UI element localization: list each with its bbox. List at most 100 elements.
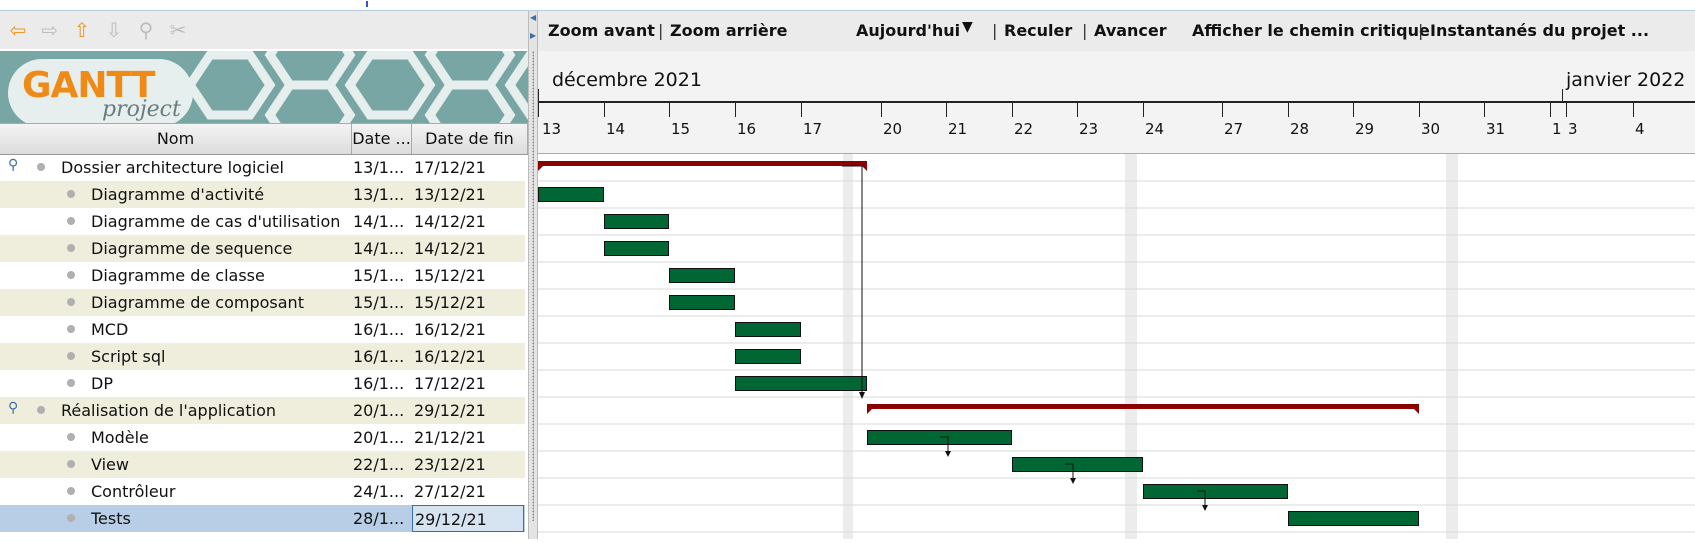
task-bar[interactable] bbox=[669, 268, 735, 283]
table-row[interactable]: Diagramme d'activité 13/1... 13/12/21 bbox=[0, 181, 525, 208]
column-header-start-date[interactable]: Date ... bbox=[352, 124, 412, 154]
table-row[interactable]: View 22/1... 23/12/21 bbox=[0, 451, 525, 478]
zoom-out-button[interactable]: Zoom arrière bbox=[670, 21, 788, 40]
day-label: 17 bbox=[803, 120, 823, 138]
table-row[interactable]: Contrôleur 24/1... 27/12/21 bbox=[0, 478, 525, 505]
task-start-date[interactable]: 16/1... bbox=[353, 347, 405, 366]
task-name[interactable]: View bbox=[91, 455, 129, 474]
table-row[interactable]: Tests 28/1... 29/12/21 bbox=[0, 505, 525, 532]
task-bar[interactable] bbox=[735, 322, 801, 337]
day-tick bbox=[1353, 103, 1354, 117]
link-icon[interactable]: ⚲ bbox=[138, 18, 154, 42]
task-end-date[interactable]: 21/12/21 bbox=[414, 428, 486, 447]
task-end-date[interactable]: 17/12/21 bbox=[414, 158, 486, 177]
expand-toggle-icon[interactable]: ⚲ bbox=[8, 157, 19, 173]
task-bar[interactable] bbox=[669, 295, 735, 310]
task-start-date[interactable]: 28/1... bbox=[353, 509, 405, 528]
table-row[interactable]: Diagramme de composant 15/1... 15/12/21 bbox=[0, 289, 525, 316]
task-start-date[interactable]: 16/1... bbox=[353, 374, 405, 393]
today-button[interactable]: Aujourd'hui bbox=[856, 21, 961, 40]
task-end-date[interactable]: 16/12/21 bbox=[414, 320, 486, 339]
table-row[interactable]: ⚲ Dossier architecture logiciel 13/1... 17/… bbox=[0, 154, 525, 181]
task-bar[interactable] bbox=[1012, 457, 1143, 472]
task-start-date[interactable]: 13/1... bbox=[353, 185, 405, 204]
task-name[interactable]: Diagramme de classe bbox=[91, 266, 265, 285]
timeline-months: décembre 2021 janvier 2022 bbox=[538, 51, 1695, 103]
task-end-date[interactable]: 15/12/21 bbox=[414, 293, 486, 312]
task-name[interactable]: Réalisation de l'application bbox=[61, 401, 276, 420]
task-end-date[interactable]: 23/12/21 bbox=[414, 455, 486, 474]
task-bar[interactable] bbox=[604, 241, 669, 256]
task-name[interactable]: Diagramme de composant bbox=[91, 293, 304, 312]
splitter-grip[interactable] bbox=[532, 51, 534, 521]
task-bar[interactable] bbox=[538, 187, 604, 202]
collapse-right-icon[interactable]: ▶ bbox=[530, 31, 537, 40]
column-header-end-date[interactable]: Date de fin bbox=[412, 124, 528, 154]
table-row[interactable]: Diagramme de sequence 14/1... 14/12/21 bbox=[0, 235, 525, 262]
table-row[interactable]: MCD 16/1... 16/12/21 bbox=[0, 316, 525, 343]
table-row[interactable]: Diagramme de cas d'utilisation 14/1... 14/… bbox=[0, 208, 525, 235]
dependency-arrowhead bbox=[945, 451, 951, 457]
table-row[interactable]: ⚲ Réalisation de l'application 20/1... 29/1… bbox=[0, 397, 525, 424]
summary-bar[interactable] bbox=[867, 404, 1419, 409]
task-end-date[interactable]: 13/12/21 bbox=[414, 185, 486, 204]
task-name[interactable]: Contrôleur bbox=[91, 482, 176, 501]
task-name[interactable]: DP bbox=[91, 374, 113, 393]
forward-arrow-icon[interactable]: ⇨ bbox=[41, 18, 59, 42]
task-end-date[interactable]: 17/12/21 bbox=[414, 374, 486, 393]
back-button[interactable]: Reculer bbox=[1004, 21, 1073, 40]
task-start-date[interactable]: 13/1... bbox=[353, 158, 405, 177]
task-end-date[interactable]: 14/12/21 bbox=[414, 212, 486, 231]
task-name[interactable]: Modèle bbox=[91, 428, 149, 447]
table-row[interactable]: Modèle 20/1... 21/12/21 bbox=[0, 424, 525, 451]
dependency-line bbox=[842, 165, 863, 398]
collapse-left-icon[interactable]: ◀ bbox=[530, 13, 537, 22]
task-start-date[interactable]: 14/1... bbox=[353, 212, 405, 231]
task-bar[interactable] bbox=[735, 376, 867, 391]
task-bar[interactable] bbox=[735, 349, 801, 364]
task-end-date[interactable]: 29/12/21 bbox=[414, 401, 486, 420]
expand-toggle-icon[interactable]: ⚲ bbox=[8, 400, 19, 416]
task-bar[interactable] bbox=[1288, 511, 1419, 526]
task-bar[interactable] bbox=[604, 214, 669, 229]
task-end-date[interactable]: 27/12/21 bbox=[414, 482, 486, 501]
chevron-down-icon[interactable]: ▼ bbox=[962, 19, 973, 35]
task-end-date[interactable]: 29/12/21 bbox=[412, 505, 524, 532]
project-snapshots-button[interactable]: Instantanés du projet ... bbox=[1430, 21, 1650, 40]
task-name[interactable]: Diagramme de cas d'utilisation bbox=[91, 212, 341, 231]
task-end-date[interactable]: 14/12/21 bbox=[414, 239, 486, 258]
down-arrow-icon[interactable]: ⇩ bbox=[105, 18, 123, 42]
task-bar[interactable] bbox=[1143, 484, 1288, 499]
task-name[interactable]: MCD bbox=[91, 320, 129, 339]
task-name[interactable]: Tests bbox=[91, 509, 131, 528]
task-start-date[interactable]: 15/1... bbox=[353, 293, 405, 312]
table-row[interactable]: DP 16/1... 17/12/21 bbox=[0, 370, 525, 397]
forward-button[interactable]: Avancer bbox=[1094, 21, 1167, 40]
pane-splitter[interactable]: ◀ ▶ bbox=[528, 11, 538, 539]
task-end-date[interactable]: 15/12/21 bbox=[414, 266, 486, 285]
zoom-in-button[interactable]: Zoom avant bbox=[548, 21, 655, 40]
back-arrow-icon[interactable]: ⇦ bbox=[9, 18, 27, 42]
table-row[interactable]: Diagramme de classe 15/1... 15/12/21 bbox=[0, 262, 525, 289]
table-row[interactable]: Script sql 16/1... 16/12/21 bbox=[0, 343, 525, 370]
task-start-date[interactable]: 24/1... bbox=[353, 482, 405, 501]
task-name[interactable]: Diagramme de sequence bbox=[91, 239, 293, 258]
up-arrow-icon[interactable]: ⇧ bbox=[73, 18, 91, 42]
summary-bar[interactable] bbox=[538, 161, 867, 166]
task-bar[interactable] bbox=[867, 430, 1012, 445]
unlink-icon[interactable]: ✂ bbox=[169, 18, 187, 42]
weekend-band bbox=[1446, 154, 1458, 539]
task-end-date[interactable]: 16/12/21 bbox=[414, 347, 486, 366]
task-start-date[interactable]: 14/1... bbox=[353, 239, 405, 258]
task-start-date[interactable]: 15/1... bbox=[353, 266, 405, 285]
task-start-date[interactable]: 20/1... bbox=[353, 428, 405, 447]
task-start-date[interactable]: 16/1... bbox=[353, 320, 405, 339]
task-name[interactable]: Diagramme d'activité bbox=[91, 185, 265, 204]
column-header-name[interactable]: Nom bbox=[0, 124, 352, 154]
day-tick bbox=[1419, 103, 1420, 117]
critical-path-button[interactable]: Afficher le chemin critique bbox=[1192, 21, 1430, 40]
task-name[interactable]: Dossier architecture logiciel bbox=[61, 158, 284, 177]
task-start-date[interactable]: 20/1... bbox=[353, 401, 405, 420]
task-start-date[interactable]: 22/1... bbox=[353, 455, 405, 474]
task-name[interactable]: Script sql bbox=[91, 347, 166, 366]
